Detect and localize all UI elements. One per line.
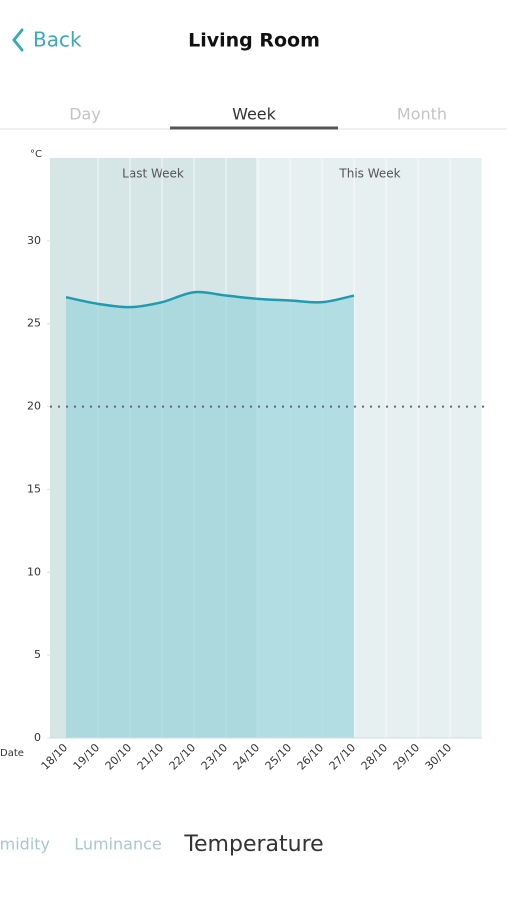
- x-tick-label: 30/10: [423, 741, 455, 773]
- y-tick-label: 20: [27, 400, 41, 413]
- region-label: Last Week: [122, 167, 184, 181]
- y-tick-label: 0: [34, 731, 41, 744]
- x-tick-label: 26/10: [295, 741, 327, 773]
- area: [66, 292, 354, 738]
- back-icon[interactable]: [12, 28, 24, 52]
- line: [65, 290, 355, 309]
- y-tick-label: 15: [27, 482, 41, 495]
- tab[interactable]: Day: [69, 105, 101, 124]
- region-label: This Week: [338, 167, 400, 181]
- x-tick-label: 23/10: [199, 741, 231, 773]
- x-tick-label: 28/10: [359, 741, 391, 773]
- y-tick-label: 30: [27, 234, 41, 247]
- x-tick-label: 21/10: [135, 741, 167, 773]
- y-tick-label: 25: [27, 317, 41, 330]
- x-tick-label: 29/10: [391, 741, 423, 773]
- x-tick-label: 24/10: [231, 741, 263, 773]
- x-tick-label: 27/10: [327, 741, 359, 773]
- tab-active[interactable]: Week: [232, 105, 277, 124]
- y-unit: °C: [30, 149, 42, 160]
- x-tick-label: 20/10: [103, 741, 135, 773]
- tab[interactable]: Month: [397, 105, 447, 124]
- y-tick-label: 5: [34, 648, 41, 661]
- x-tick-label: 25/10: [263, 741, 295, 773]
- x-axis-label: Date: [0, 748, 24, 759]
- sensor-tab-active[interactable]: Temperature: [183, 832, 323, 857]
- sensor-tab[interactable]: Humidity: [0, 835, 50, 854]
- y-tick-label: 10: [27, 565, 41, 578]
- x-tick-label: 19/10: [71, 741, 103, 773]
- x-tick-label: 18/10: [39, 741, 71, 773]
- back-button[interactable]: Back: [33, 28, 82, 52]
- x-tick-label: 22/10: [167, 741, 199, 773]
- screen-title: Living Room: [188, 30, 320, 52]
- sensor-tab[interactable]: Luminance: [74, 835, 162, 854]
